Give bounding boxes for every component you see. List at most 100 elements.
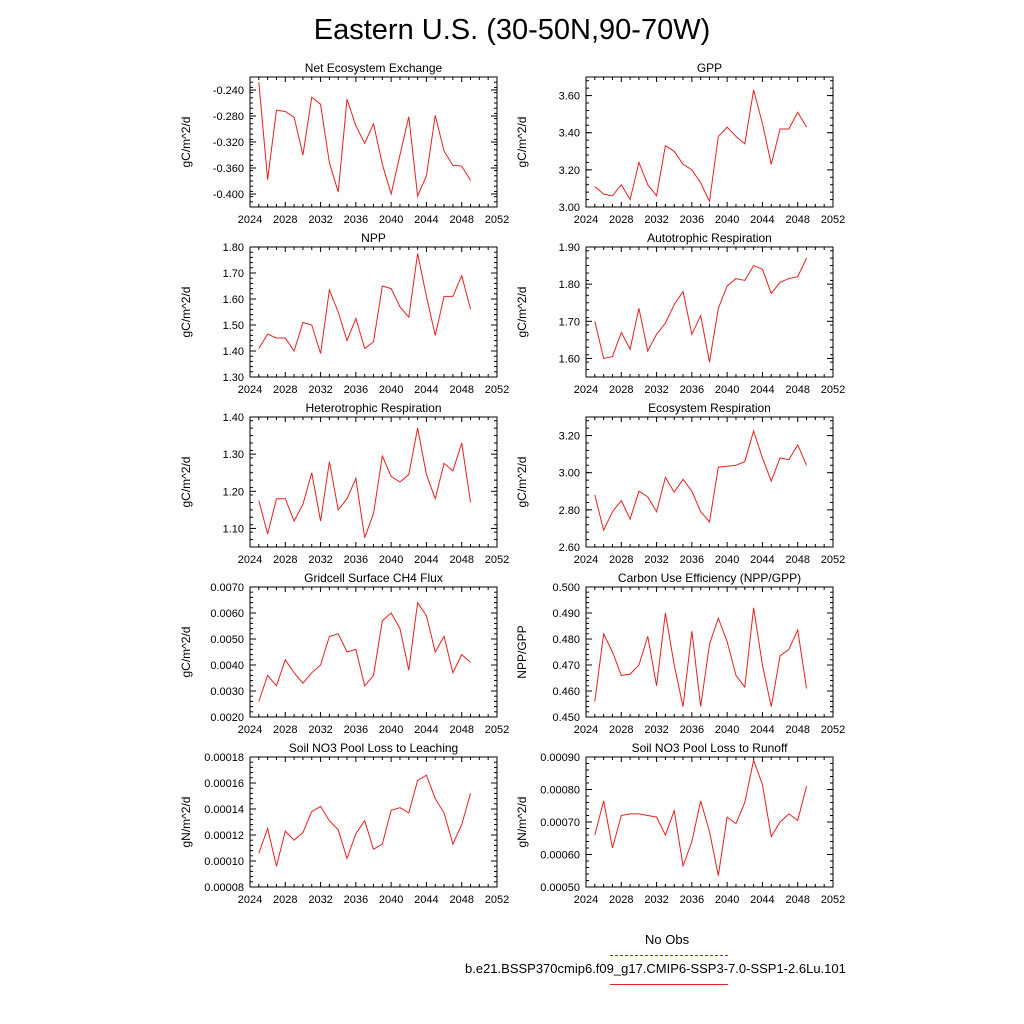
legend-label-simulation: b.e21.BSSP370cmip6.f09_g17.CMIP6-SSP3-7.… [465,961,846,976]
panel-title: Heterotrophic Respiration [305,401,441,415]
chart-carbon-use-efficiency-npp-gpp: Carbon Use Efficiency (NPP/GPP) 2024 2028 2… [515,571,845,736]
x-tick-label: 2024 [238,384,262,396]
y-tick-label: 0.00018 [204,752,244,764]
y-axis-label: gC/m^2/d [515,457,529,508]
y-tick-label: 1.70 [559,316,580,328]
chart-ecosystem-respiration: Ecosystem Respiration 2024 2028 2032 2036 204… [515,401,845,566]
x-tick-label: 2040 [379,384,403,396]
y-tick-label: 0.0030 [210,686,244,698]
x-tick-label: 2036 [344,214,368,226]
y-tick-label: 0.500 [552,582,580,594]
series-line-gpp [594,89,807,204]
x-tick-label: 2044 [414,214,438,226]
x-tick-label: 2028 [609,724,633,736]
legend-label-no-obs: No Obs [645,932,690,947]
y-tick-label: 0.00008 [204,882,244,894]
x-tick-label: 2028 [609,554,633,566]
x-tick-label: 2036 [344,894,368,906]
x-tick-label: 2044 [414,384,438,396]
y-tick-label: 1.80 [559,279,580,291]
y-tick-label: 0.00014 [204,804,244,816]
x-tick-label: 2024 [574,214,598,226]
x-tick-label: 2036 [680,554,704,566]
series-line-soil-no3-pool-loss-to-runoff [594,758,808,876]
panel-title: GPP [697,61,722,75]
y-tick-label: 0.460 [552,686,580,698]
y-tick-label: 2.80 [559,505,580,517]
plot-frame [249,756,498,888]
x-tick-label: 2044 [750,894,774,906]
x-tick-label: 2024 [574,384,598,396]
chart-gridcell-surface-ch4-flux: Gridcell Surface CH4 Flux 2024 2028 2032 203… [179,571,509,736]
y-tick-label: 0.00050 [540,882,580,894]
x-tick-label: 2052 [485,554,509,566]
chart-net-ecosystem-exchange: Net Ecosystem Exchange 2024 2028 2032 2036 20… [179,61,509,226]
x-tick-label: 2032 [308,724,332,736]
x-tick-label: 2032 [308,214,332,226]
x-tick-label: 2028 [273,724,297,736]
legend-line-no-obs [610,955,728,956]
panel-title: Gridcell Surface CH4 Flux [304,571,443,585]
x-tick-label: 2048 [449,214,473,226]
panel-title: Soil NO3 Pool Loss to Leaching [289,741,458,755]
y-tick-label: 3.40 [559,128,580,140]
y-tick-label: 0.0040 [210,660,244,672]
x-tick-label: 2040 [715,384,739,396]
x-tick-label: 2036 [344,724,368,736]
x-tick-label: 2044 [414,554,438,566]
chart-soil-no3-pool-loss-to-leaching: Soil NO3 Pool Loss to Leaching 2024 2028 20… [179,741,509,906]
x-tick-label: 2036 [680,384,704,396]
x-tick-label: 2048 [785,724,809,736]
x-tick-label: 2052 [485,894,509,906]
y-tick-label: 3.00 [559,202,580,214]
series-line-autotrophic-respiration [594,257,807,363]
y-axis-label: gC/m^2/d [179,117,193,168]
y-tick-label: 0.480 [552,634,580,646]
y-tick-label: 0.00012 [204,830,244,842]
x-tick-label: 2032 [644,724,668,736]
chart-heterotrophic-respiration: Heterotrophic Respiration 2024 2028 2032 203… [179,401,509,566]
y-tick-label: 2.60 [559,542,580,554]
x-tick-label: 2024 [574,894,598,906]
y-axis-label: gC/m^2/d [179,287,193,338]
y-tick-label: 0.470 [552,660,580,672]
x-tick-label: 2040 [379,554,403,566]
y-tick-label: 1.40 [223,346,244,358]
x-tick-label: 2040 [379,214,403,226]
plot-frame [249,246,498,378]
x-tick-label: 2044 [750,384,774,396]
x-tick-label: 2036 [680,724,704,736]
x-tick-label: 2028 [273,554,297,566]
y-tick-label: 1.30 [223,449,244,461]
y-tick-label: -0.320 [213,137,244,149]
x-tick-label: 2048 [449,724,473,736]
figure-title: Eastern U.S. (30-50N,90-70W) [313,14,711,46]
x-tick-label: 2036 [680,894,704,906]
x-tick-label: 2052 [821,214,845,226]
legend-line-simulation [610,984,728,985]
x-tick-label: 2052 [821,554,845,566]
x-tick-label: 2028 [273,894,297,906]
y-tick-label: 0.0060 [210,608,244,620]
chart-soil-no3-pool-loss-to-runoff: Soil NO3 Pool Loss to Runoff 2024 2028 2032… [515,741,845,906]
x-tick-label: 2028 [609,894,633,906]
y-axis-label: gC/m^2/d [179,457,193,508]
y-axis-label: gN/m^2/d [179,797,193,848]
x-tick-label: 2040 [715,554,739,566]
series-line-heterotrophic-respiration [258,428,472,538]
series-line-npp [258,253,472,354]
x-tick-label: 2032 [644,894,668,906]
plot-frame [249,76,498,208]
y-tick-label: 3.20 [559,165,580,177]
x-tick-label: 2048 [785,384,809,396]
y-tick-label: 1.30 [223,372,244,384]
y-tick-label: 0.00090 [540,752,580,764]
x-tick-label: 2036 [680,214,704,226]
y-tick-label: 0.00010 [204,856,244,868]
y-tick-label: -0.280 [213,111,244,123]
y-tick-label: 1.80 [223,242,244,254]
x-tick-label: 2024 [238,724,262,736]
x-tick-label: 2048 [449,554,473,566]
y-axis-label: gC/m^2/d [515,117,529,168]
